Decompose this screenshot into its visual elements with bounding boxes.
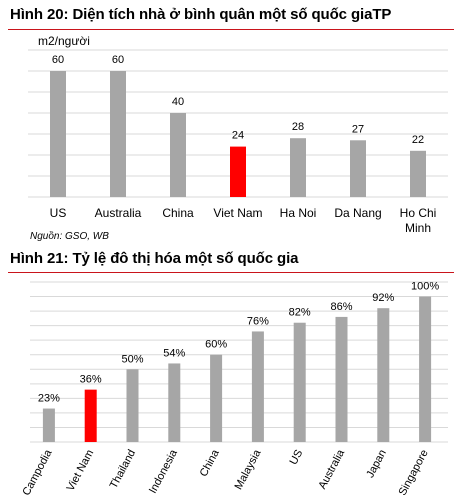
urbanization-value-label: 86% <box>330 301 352 313</box>
urbanization-value-label: 36% <box>80 374 102 386</box>
urbanization-bar <box>294 323 306 442</box>
urbanization-value-label: 50% <box>121 353 143 365</box>
urbanization-value-label: 54% <box>163 347 185 359</box>
urbanization-value-label: 23% <box>38 393 60 405</box>
urbanization-category-label: China <box>198 447 223 479</box>
urbanization-category-label: Australia <box>316 447 347 491</box>
urbanization-value-label: 76% <box>247 315 269 327</box>
urbanization-category-label: Malaysia <box>233 447 264 492</box>
urbanization-bar <box>419 297 431 442</box>
urbanization-category-label: Campodia <box>20 447 55 498</box>
urbanization-value-label: 92% <box>372 292 394 304</box>
urbanization-category-label: Indonesia <box>147 447 180 496</box>
urbanization-category-label: Singapore <box>397 448 431 498</box>
urbanization-category-label: US <box>288 448 306 467</box>
urbanization-bar <box>85 390 97 442</box>
urbanization-category-label: Thailand <box>108 448 138 491</box>
urbanization-value-label: 60% <box>205 339 227 351</box>
urbanization-bar <box>127 369 139 442</box>
urbanization-bar <box>43 409 55 442</box>
urbanization-category-label: Japan <box>364 448 389 480</box>
urbanization-bar <box>252 331 264 442</box>
urbanization-bar <box>336 317 348 442</box>
urbanization-bar <box>377 308 389 442</box>
urbanization-category-label: Viet Nam <box>65 448 97 493</box>
urbanization-bar <box>168 363 180 442</box>
urbanization-value-label: 100% <box>411 281 439 293</box>
urbanization-bar <box>210 355 222 442</box>
urbanization-value-label: 82% <box>289 307 311 319</box>
